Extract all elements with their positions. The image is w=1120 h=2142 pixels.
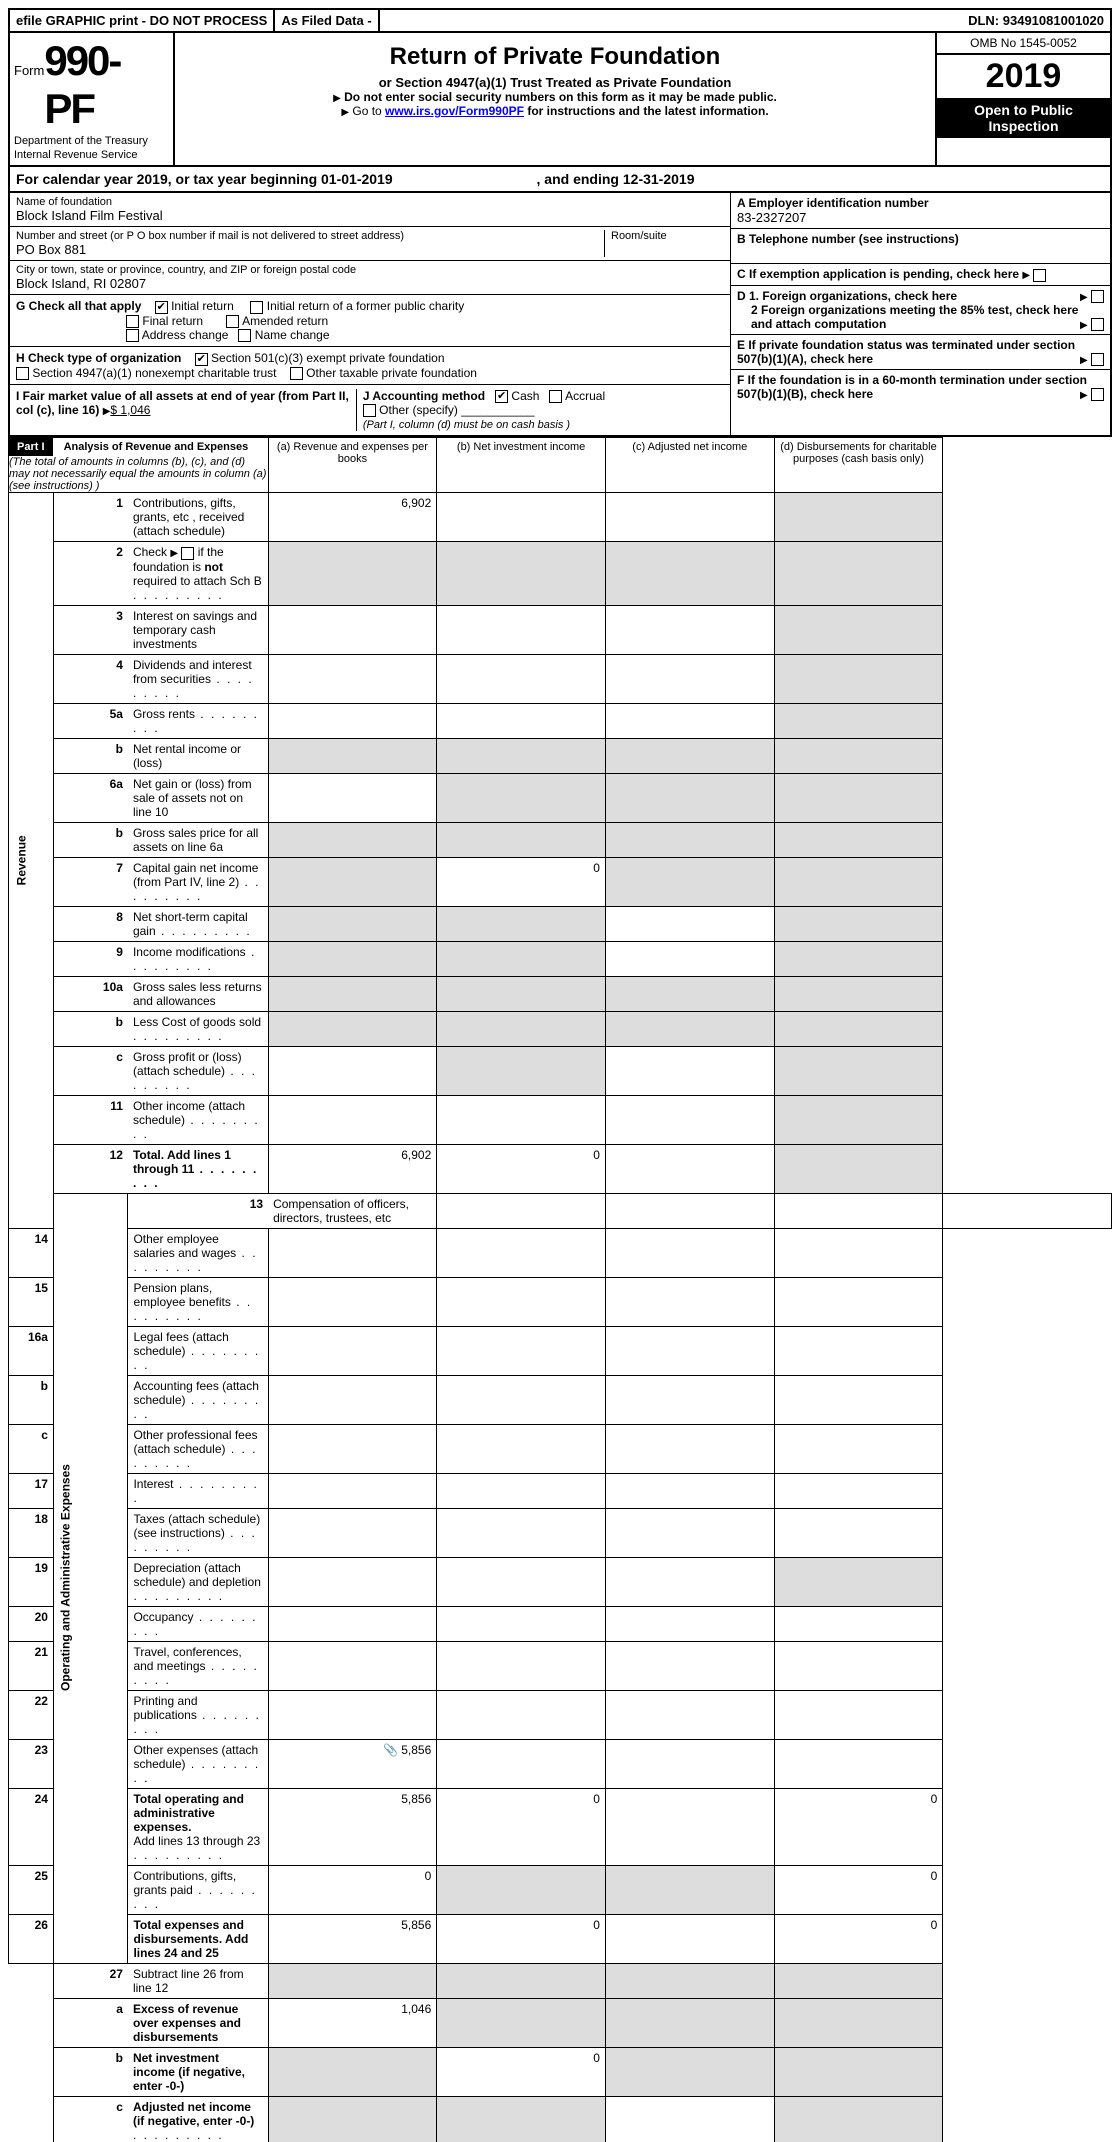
header-right: OMB No 1545-0052 2019 Open to Public Ins… [935, 33, 1110, 165]
checkbox-name-change[interactable] [238, 329, 251, 342]
checkbox-501c3[interactable] [195, 353, 208, 366]
checkbox-d2[interactable] [1091, 318, 1104, 331]
dln: DLN: 93491081001020 [962, 10, 1110, 31]
status-terminated: E If private foundation status was termi… [731, 335, 1110, 370]
attachment-icon[interactable]: 📎 [383, 1743, 398, 1757]
col-d-header: (d) Disbursements for charitable purpose… [774, 438, 943, 493]
form-subtitle: or Section 4947(a)(1) Trust Treated as P… [181, 75, 929, 90]
top-bar: efile GRAPHIC print - DO NOT PROCESS As … [8, 8, 1112, 33]
efile-notice: efile GRAPHIC print - DO NOT PROCESS [10, 10, 275, 31]
checkbox-final-return[interactable] [126, 315, 139, 328]
checkbox-c[interactable] [1033, 269, 1046, 282]
foreign-org: D 1. Foreign organizations, check here 2… [731, 286, 1110, 335]
checkbox-initial-return[interactable] [155, 301, 168, 314]
info-block: Name of foundation Block Island Film Fes… [8, 193, 1112, 437]
form-title: Return of Private Foundation [181, 43, 929, 71]
section-h: H Check type of organization Section 501… [10, 347, 730, 385]
revenue-side-label: Revenue [9, 493, 54, 1228]
irs-link[interactable]: www.irs.gov/Form990PF [385, 104, 524, 118]
col-b-header: (b) Net investment income [437, 438, 606, 493]
expenses-side-label: Operating and Administrative Expenses [53, 1193, 127, 1963]
omb-number: OMB No 1545-0052 [937, 33, 1110, 55]
form-number: 990-PF [44, 37, 169, 133]
checkbox-accrual[interactable] [549, 390, 562, 403]
dept-irs: Internal Revenue Service [14, 149, 169, 161]
60-month-termination: F If the foundation is in a 60-month ter… [731, 370, 1110, 404]
tax-year: 2019 [937, 55, 1110, 98]
checkbox-other-method[interactable] [363, 404, 376, 417]
section-ij: I Fair market value of all assets at end… [10, 385, 730, 436]
ssn-note: Do not enter social security numbers on … [181, 90, 929, 104]
checkbox-4947[interactable] [16, 367, 29, 380]
col-a-header: (a) Revenue and expenses per books [268, 438, 437, 493]
checkbox-f[interactable] [1091, 388, 1104, 401]
phone-cell: B Telephone number (see instructions) [731, 229, 1110, 264]
exemption-pending: C If exemption application is pending, c… [731, 264, 1110, 285]
checkbox-e[interactable] [1091, 353, 1104, 366]
goto-note: Go to www.irs.gov/Form990PF for instruct… [181, 104, 929, 118]
ein-cell: A Employer identification number 83-2327… [731, 193, 1110, 229]
checkbox-amended[interactable] [226, 315, 239, 328]
checkbox-other-taxable[interactable] [290, 367, 303, 380]
as-filed: As Filed Data - [275, 10, 379, 31]
checkbox-cash[interactable] [495, 390, 508, 403]
part1-label: Part I [9, 438, 53, 456]
open-inspection: Open to Public Inspection [937, 98, 1110, 138]
address-cell: Number and street (or P O box number if … [10, 227, 730, 261]
city-cell: City or town, state or province, country… [10, 261, 730, 295]
checkbox-d1[interactable] [1091, 290, 1104, 303]
section-g: G Check all that apply Initial return In… [10, 295, 730, 347]
header-left: Form 990-PF Department of the Treasury I… [10, 33, 175, 165]
part1-table: Part I Analysis of Revenue and Expenses … [8, 437, 1112, 2142]
form-header: Form 990-PF Department of the Treasury I… [8, 33, 1112, 167]
header-mid: Return of Private Foundation or Section … [175, 33, 935, 165]
form-prefix: Form [14, 63, 44, 78]
calendar-year: For calendar year 2019, or tax year begi… [8, 167, 1112, 193]
checkbox-schb[interactable] [181, 547, 194, 560]
dept-treasury: Department of the Treasury [14, 135, 169, 147]
foundation-name-cell: Name of foundation Block Island Film Fes… [10, 193, 730, 227]
checkbox-initial-former[interactable] [250, 301, 263, 314]
checkbox-addr-change[interactable] [126, 329, 139, 342]
col-c-header: (c) Adjusted net income [605, 438, 774, 493]
